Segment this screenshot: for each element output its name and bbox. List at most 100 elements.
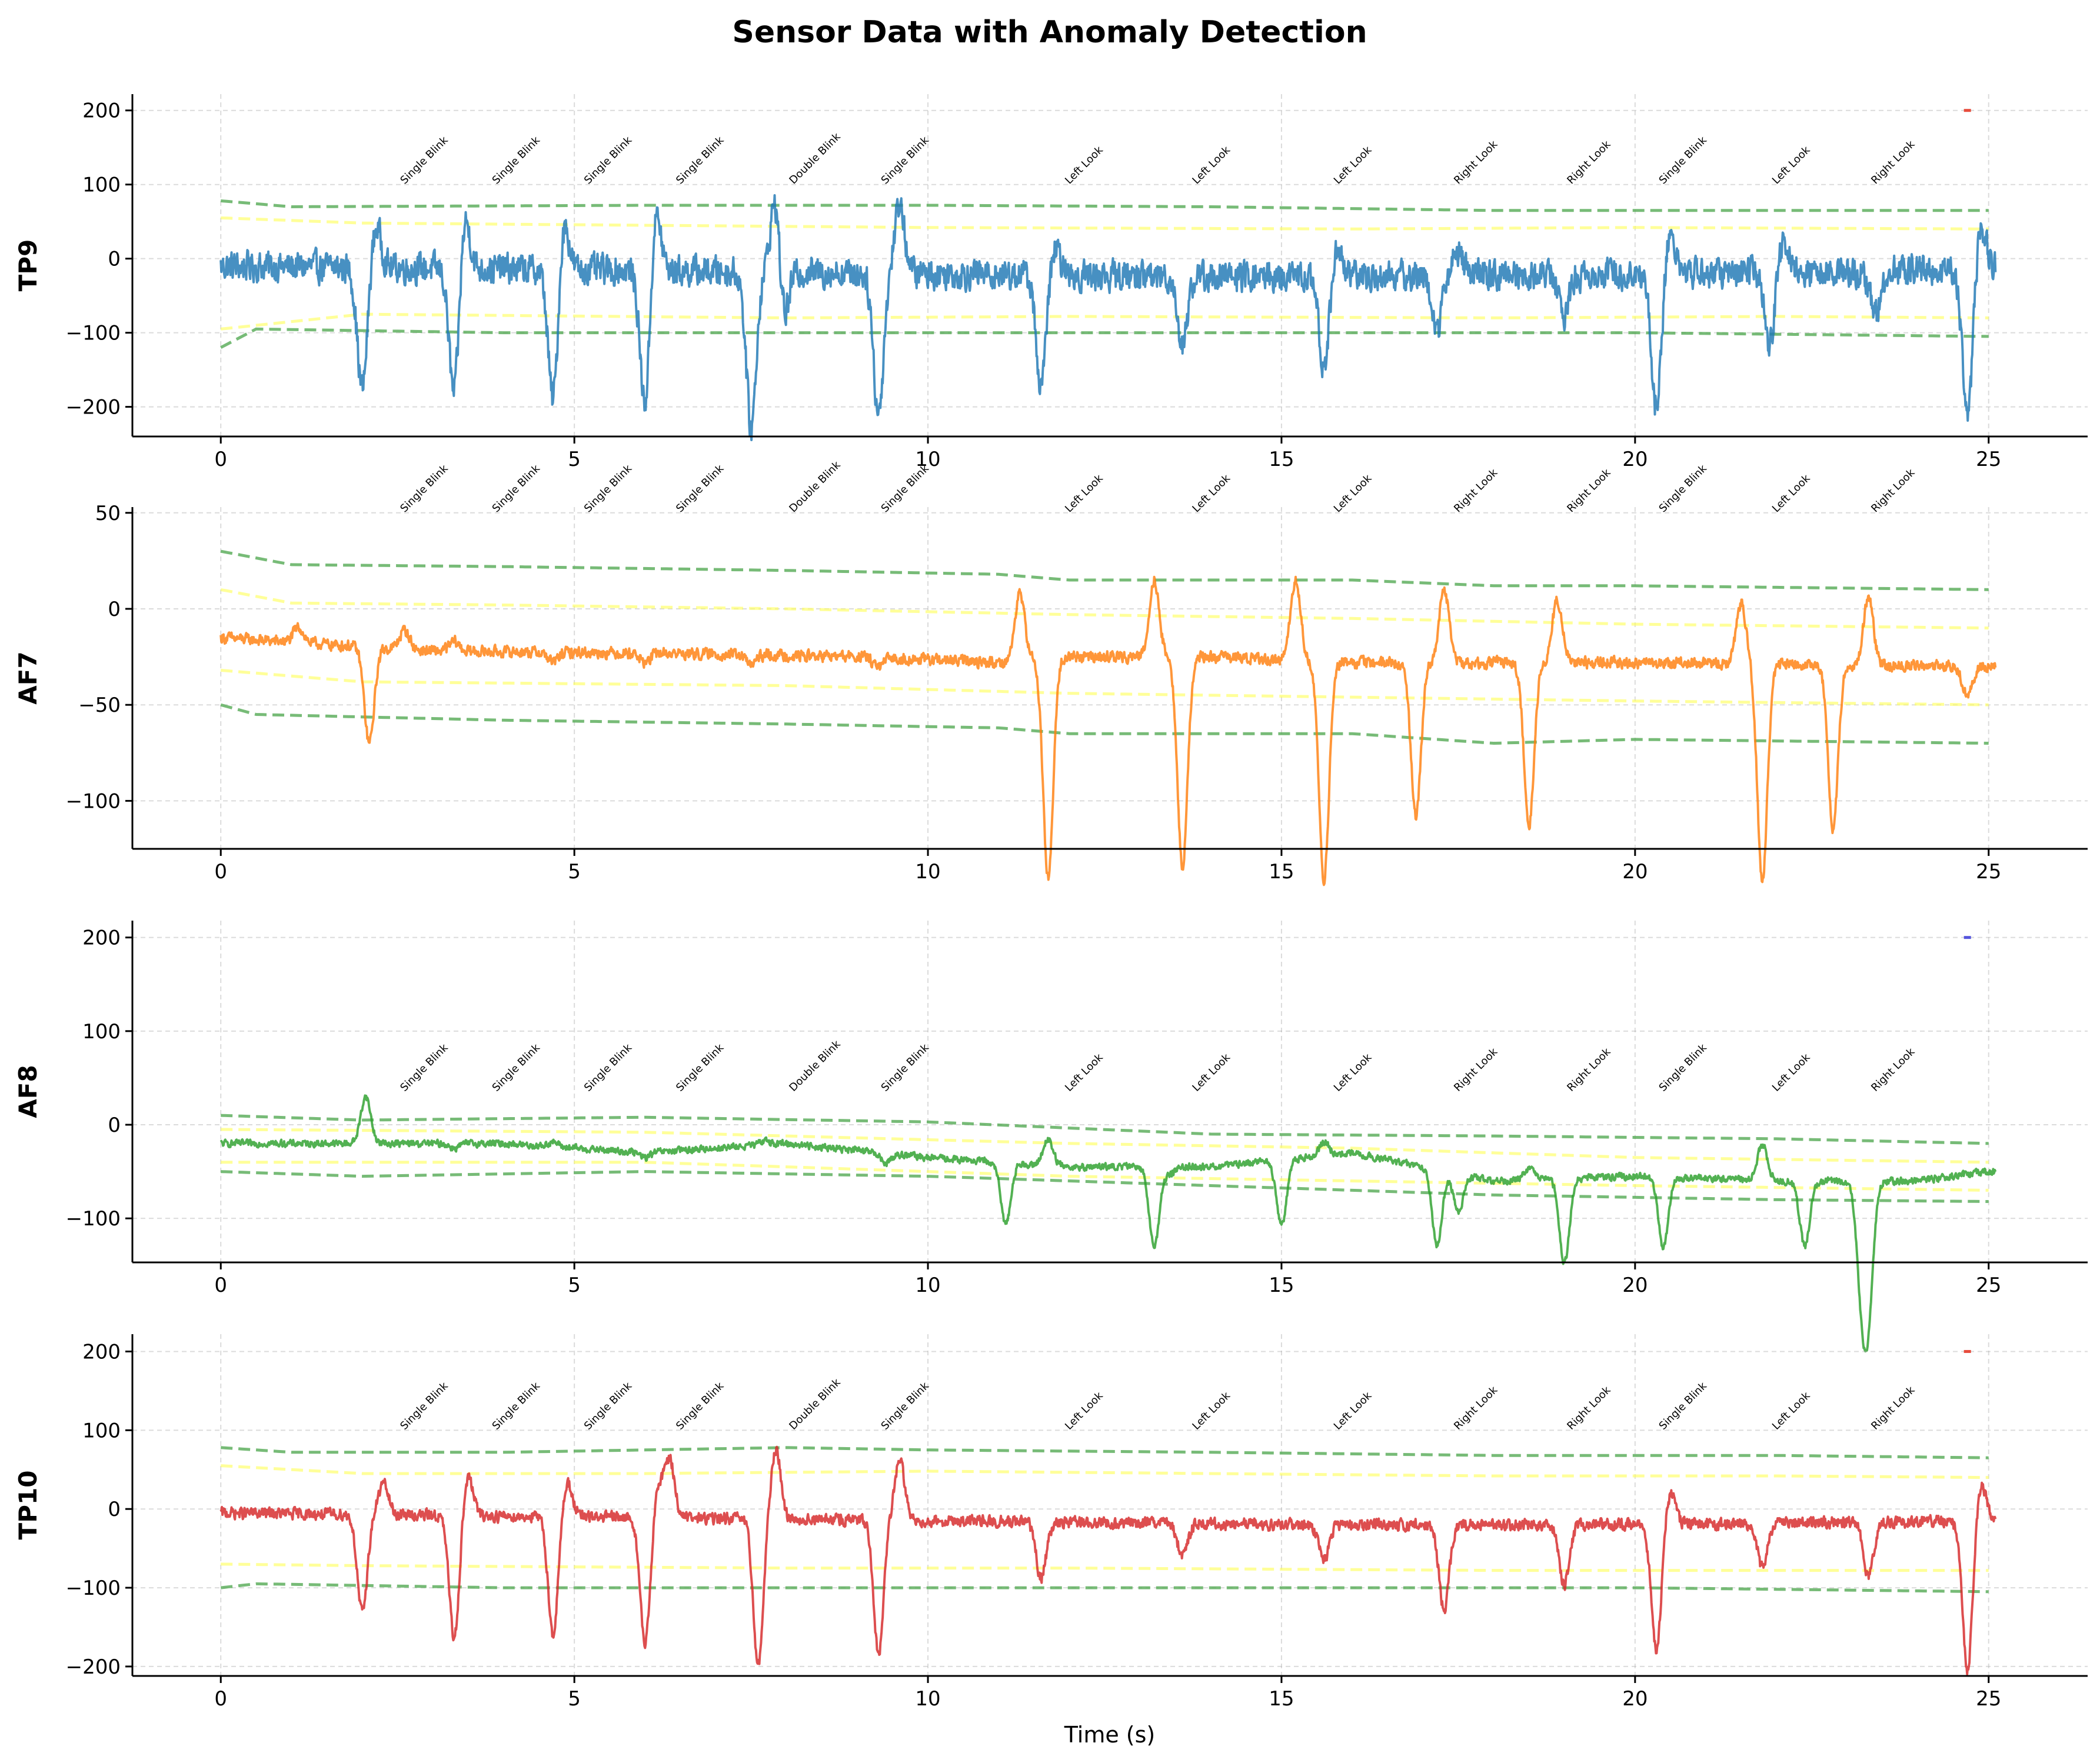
event-annotation: Single Blink (879, 1041, 932, 1094)
x-tick-label: 10 (915, 860, 940, 884)
band-inner-lower (221, 1562, 1989, 1572)
event-annotation: Single Blink (398, 1041, 451, 1094)
band-inner-upper (220, 588, 1989, 630)
x-tick-label: 20 (1622, 1274, 1648, 1297)
band-outer-upper (221, 1114, 1989, 1145)
event-annotation: Right Look (1565, 466, 1613, 515)
x-tick-label: 25 (1976, 1687, 2001, 1711)
panel-af8: Single Blink Single Blink Single Blink Sing… (14, 921, 2088, 1353)
event-annotation: Single Blink (490, 1041, 543, 1094)
x-tick-label: 5 (568, 1687, 581, 1711)
panel-tp9: Single Blink Single Blink Single Blink Sing… (14, 94, 2088, 471)
x-tick-label: 5 (568, 1274, 581, 1297)
signal-line-af7 (219, 575, 1997, 887)
event-annotation: Left Look (1770, 1389, 1813, 1432)
event-annotation: Right Look (1869, 138, 1918, 187)
x-tick-label: 15 (1269, 1274, 1294, 1297)
signal-line-af8 (219, 1094, 1997, 1353)
event-annotation: Double Blink (787, 459, 843, 515)
x-tick-label: 0 (214, 860, 227, 884)
event-annotation: Left Look (1770, 1051, 1813, 1094)
band-inner-lower (220, 668, 1989, 706)
x-tick-label: 0 (214, 448, 227, 471)
event-annotation: Right Look (1452, 1384, 1500, 1432)
band-outer-lower (220, 1582, 1989, 1594)
event-annotation: Single Blink (1657, 1379, 1710, 1432)
band-inner-lower (221, 1161, 1989, 1192)
event-annotation: Right Look (1869, 1384, 1918, 1432)
signal-line-tp10 (219, 1445, 1997, 1675)
event-annotation: Right Look (1869, 1045, 1918, 1094)
band-outer-upper (220, 549, 1989, 591)
event-annotation: Single Blink (879, 134, 932, 187)
event-annotation: Single Blink (674, 134, 727, 187)
x-tick-label: 20 (1622, 1687, 1648, 1711)
band-outer-lower (220, 327, 1989, 349)
event-annotation: Single Blink (490, 1379, 543, 1432)
panel-af7: Single Blink Single Blink Single Blink Sing… (14, 459, 2088, 887)
event-annotation: Single Blink (1657, 1041, 1710, 1094)
y-tick-label: −100 (66, 322, 121, 345)
event-annotation: Single Blink (674, 1041, 727, 1094)
chart-panels: Single Blink Single Blink Single Blink Sing… (14, 94, 2088, 1711)
y-tick-label: −100 (66, 1577, 121, 1600)
signal-line-tp9 (219, 194, 1997, 441)
event-annotation: Right Look (1565, 1384, 1613, 1432)
band-outer-upper (221, 1446, 1989, 1459)
event-annotation: Single Blink (490, 134, 543, 187)
y-axis-label: AF7 (14, 651, 42, 704)
event-annotation: Left Look (1063, 144, 1106, 186)
event-annotation: Left Look (1190, 144, 1233, 186)
y-axis-label: TP9 (14, 239, 42, 292)
event-annotation: Right Look (1565, 138, 1613, 187)
y-tick-label: 200 (82, 99, 121, 123)
y-tick-label: 100 (82, 1419, 121, 1442)
event-annotation: Left Look (1190, 1051, 1233, 1094)
x-tick-label: 20 (1622, 860, 1648, 884)
event-annotation: Left Look (1332, 1051, 1375, 1094)
event-annotation: Left Look (1190, 1389, 1233, 1432)
event-annotation: Right Look (1452, 138, 1500, 187)
event-annotation: Single Blink (398, 134, 451, 187)
y-tick-label: −200 (66, 396, 121, 419)
event-annotation: Left Look (1063, 1051, 1106, 1094)
event-annotation: Single Blink (1657, 134, 1710, 187)
band-inner-lower (220, 312, 1989, 331)
x-tick-label: 5 (568, 448, 581, 471)
x-tick-label: 5 (568, 860, 581, 884)
event-annotation: Right Look (1452, 466, 1500, 515)
event-annotation: Single Blink (1657, 462, 1710, 515)
band-inner-upper (221, 1128, 1989, 1164)
y-tick-label: 200 (82, 927, 121, 950)
x-tick-label: 15 (1269, 860, 1294, 884)
x-tick-label: 20 (1622, 448, 1648, 471)
y-tick-label: 0 (108, 598, 121, 621)
x-tick-label: 15 (1269, 1687, 1294, 1711)
y-axis-label: AF8 (14, 1065, 42, 1118)
event-annotation: Single Blink (674, 1379, 727, 1432)
event-annotation: Single Blink (582, 462, 635, 515)
y-tick-label: −50 (78, 694, 121, 717)
x-tick-label: 15 (1269, 448, 1294, 471)
y-tick-label: 0 (108, 1498, 121, 1521)
event-annotation: Left Look (1063, 472, 1106, 515)
event-annotation: Double Blink (787, 131, 843, 187)
event-annotation: Left Look (1190, 472, 1233, 515)
event-annotation: Single Blink (398, 1379, 451, 1432)
event-annotation: Left Look (1770, 144, 1813, 186)
y-tick-label: −100 (66, 1207, 121, 1231)
event-annotation: Single Blink (490, 462, 543, 515)
x-tick-label: 10 (915, 448, 940, 471)
band-outer-lower (220, 703, 1989, 745)
y-tick-label: 0 (108, 248, 121, 271)
panel-tp10: Single Blink Single Blink Single Blink Sing… (14, 1334, 2088, 1711)
band-outer-lower (221, 1170, 1989, 1203)
event-annotation: Right Look (1565, 1045, 1613, 1094)
x-tick-label: 25 (1976, 860, 2001, 884)
y-tick-label: −100 (66, 789, 121, 813)
y-axis-label: TP10 (14, 1471, 42, 1540)
chart-title: Sensor Data with Anomaly Detection (732, 15, 1367, 50)
x-tick-label: 25 (1976, 1274, 2001, 1297)
event-annotation: Left Look (1770, 472, 1813, 515)
